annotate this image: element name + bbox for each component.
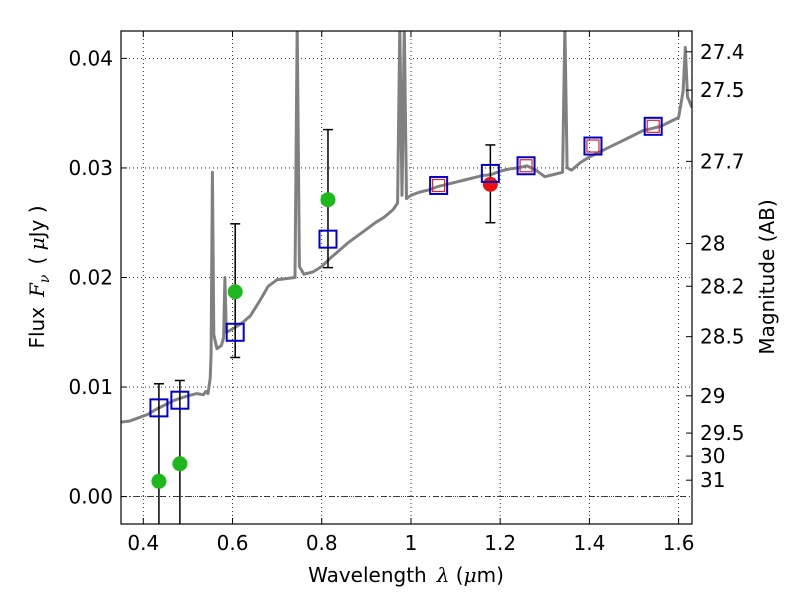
y2-tick-label: 27.7 [700,149,745,173]
y-axis-title: FluxFν( μJy ) [25,205,53,348]
x-axis-title: Wavelength λ (μm) [308,563,504,587]
model-photometry-square [149,398,169,418]
x-tick-label: 1.4 [573,531,605,555]
y2-tick-label: 28 [700,232,725,256]
y-tick-label: 0.00 [68,485,113,509]
model-photometry-square [429,175,449,195]
photometry-point [227,284,243,300]
x-tick-label: 0.4 [127,531,159,555]
x-tick-label: 1.2 [484,531,516,555]
y-tick-label: 0.01 [68,375,113,399]
model-photometry-square [170,390,190,410]
model-photometry-inner-square [432,178,446,193]
model-photometry-inner-square [646,119,660,133]
photometry-point [172,456,188,472]
y2-tick-label: 27.5 [700,78,745,102]
x-tick-label: 0.8 [306,531,338,555]
model-photometry-square [643,116,663,136]
model-photometry-square [516,156,536,176]
model-photometry-inner-square [519,159,533,173]
y2-tick-label: 28.2 [700,274,745,298]
y2-tick-label: 31 [700,468,725,492]
y-tick-label: 0.02 [68,266,113,290]
y2-tick-label: 30 [700,444,725,468]
photometry-point [320,192,336,208]
photometry-point [482,176,498,192]
ticks: 0.4 0.6 0.8 1 1.2 1.4 1.6 0.00 0.01 0.02 0.03 0.04 2… [68,31,745,555]
model-photometry-inner-square [586,139,600,153]
spectrum-line [121,31,692,424]
x-tick-label: 1 [405,531,418,555]
y2-tick-label: 27.4 [700,40,745,64]
photometry-point [151,473,167,489]
y-tick-label: 0.03 [68,156,113,180]
model-photometry-square [583,136,603,156]
model-photometry-square [318,229,338,249]
y2-tick-label: 28.5 [700,325,745,349]
y-tick-label: 0.04 [68,46,113,70]
data-layer [121,31,692,524]
x-tick-label: 0.6 [217,531,249,555]
y2-tick-label: 29.5 [700,421,745,445]
model-photometry-square [225,322,245,342]
y2-tick-label: 29 [700,384,725,408]
x-tick-label: 1.6 [663,531,695,555]
model-photometry-square [480,163,500,183]
y2-axis-title: Magnitude (AB) [755,199,779,354]
